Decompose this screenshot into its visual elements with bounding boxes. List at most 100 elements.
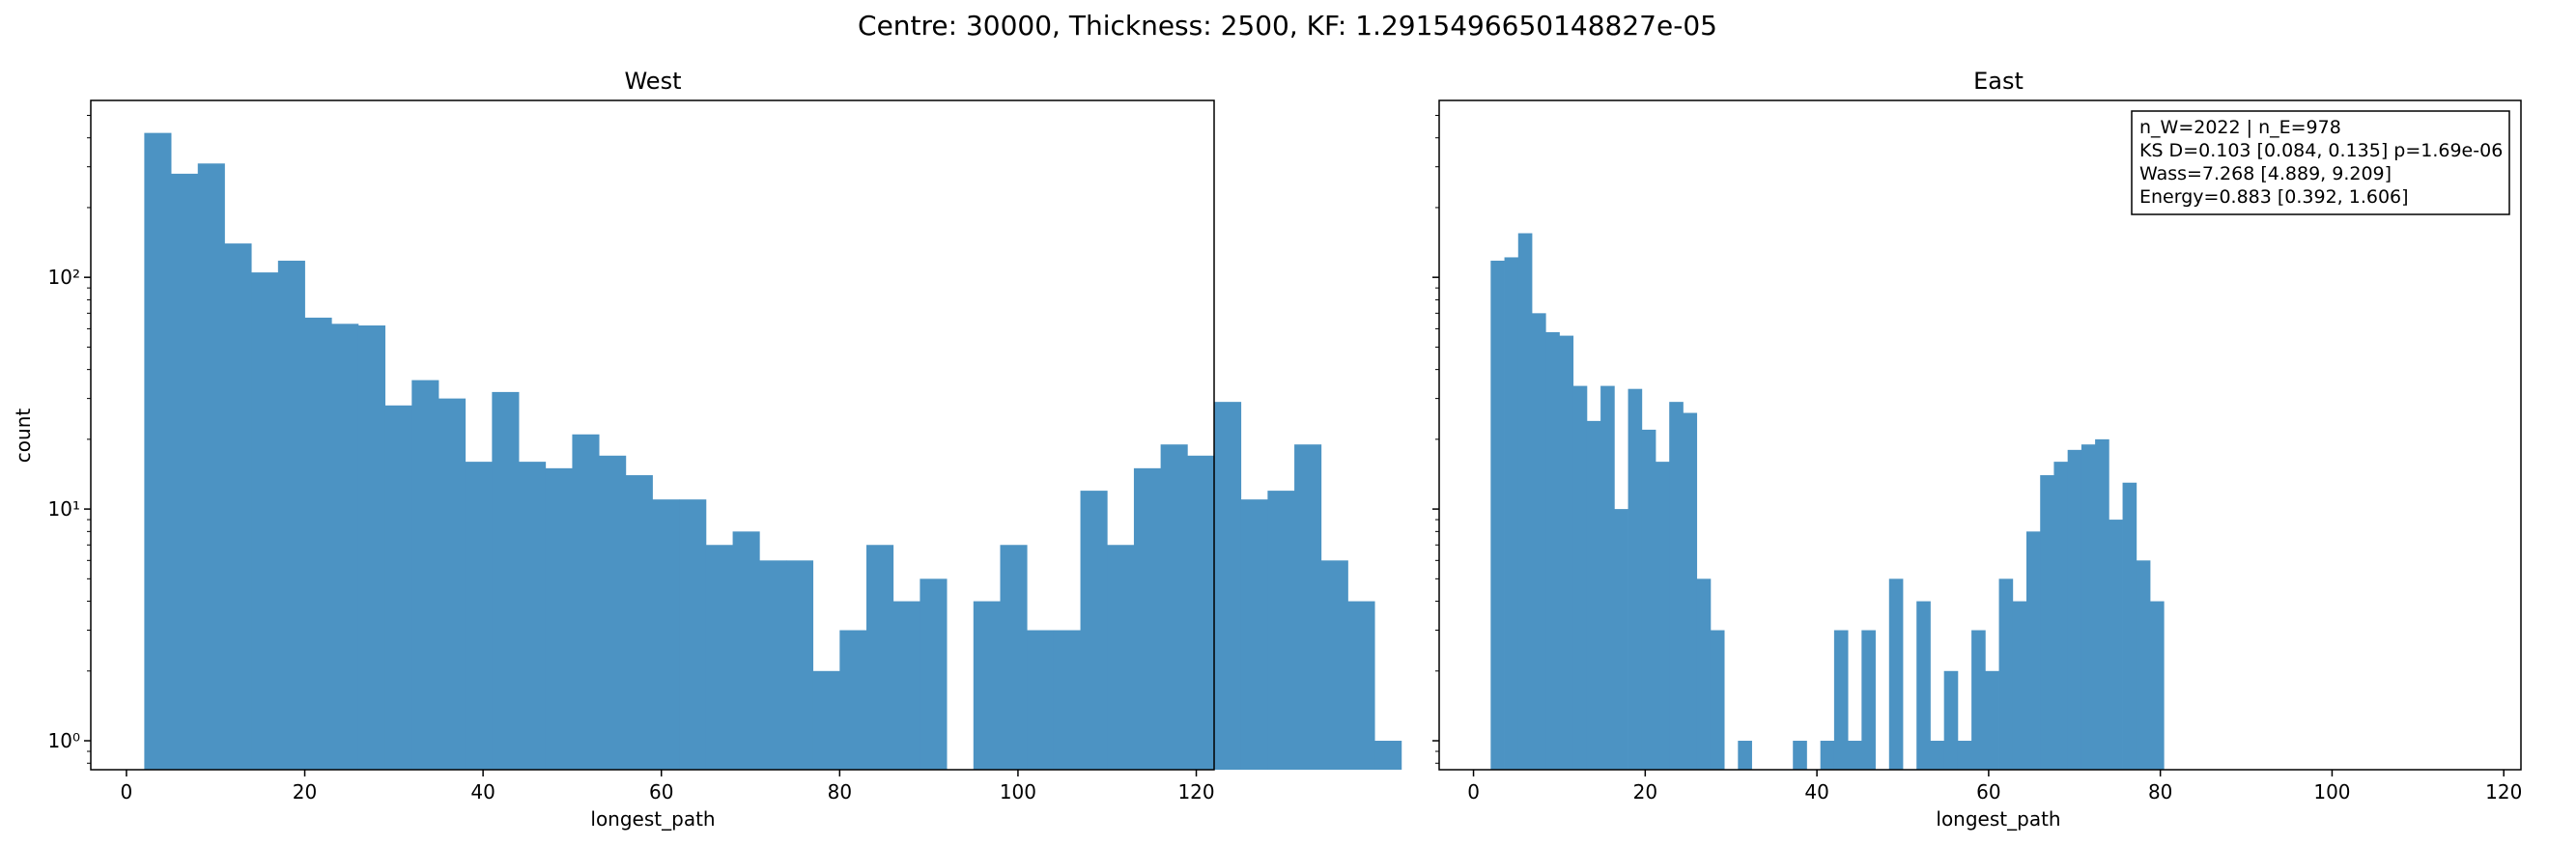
west-xtick-label: 120	[1177, 780, 1214, 804]
west-bar	[1027, 630, 1055, 770]
west-bar	[304, 317, 332, 770]
east-xtick-label: 120	[2485, 780, 2522, 804]
east-bar	[1517, 233, 1533, 770]
east-bar	[2122, 482, 2137, 770]
west-bar	[144, 132, 172, 770]
west-bar	[411, 380, 439, 770]
stats-annotation-box	[2131, 110, 2510, 215]
east-bar	[1532, 313, 1546, 770]
west-xtick-label: 80	[828, 780, 852, 804]
east-bar	[1628, 388, 1643, 770]
stats-line-ks: KS D=0.103 [0.084, 0.135] p=1.69e-06	[2139, 140, 2503, 161]
east-bar	[1833, 630, 1849, 770]
west-bar	[331, 324, 359, 770]
west-xtick-label: 40	[470, 780, 495, 804]
west-axes-frame	[90, 99, 1215, 771]
west-bar	[759, 560, 787, 770]
west-bar	[1320, 560, 1348, 770]
west-bar	[705, 545, 733, 770]
west-xtick-label: 0	[121, 780, 133, 804]
west-bar	[652, 499, 680, 770]
east-bar	[2109, 520, 2123, 770]
east-axes-frame	[1438, 99, 2522, 771]
east-bar	[2081, 444, 2096, 770]
west-bar	[251, 272, 279, 771]
east-bar	[1916, 601, 1931, 770]
west-bar	[599, 455, 627, 770]
west-xtick-label: 60	[649, 780, 673, 804]
east-bar	[1572, 385, 1588, 770]
east-bars	[1490, 233, 2165, 770]
east-bar	[1504, 257, 1519, 770]
west-bar	[866, 545, 894, 770]
east-bar	[1490, 260, 1505, 770]
stats-line-energy: Energy=0.883 [0.392, 1.606]	[2139, 186, 2409, 208]
west-bar	[812, 670, 840, 770]
east-bar	[1545, 331, 1560, 770]
west-bar	[357, 324, 385, 770]
west-bar	[465, 462, 493, 770]
west-bar	[438, 398, 467, 770]
west-bar	[519, 462, 547, 770]
west-bar	[1187, 455, 1215, 770]
east-xtick-label: 60	[1976, 780, 2000, 804]
east-bar	[1559, 335, 1574, 770]
east-bar	[1971, 630, 1986, 770]
west-bar	[1347, 601, 1375, 770]
west-ticks: 0 20 40 60 80 100 120 10⁰ 10¹ 10²	[48, 114, 1215, 804]
east-bar	[1710, 630, 1725, 770]
west-xtick-label: 100	[1000, 780, 1036, 804]
stats-line-wass: Wass=7.268 [4.889, 9.209]	[2139, 163, 2392, 184]
west-bar	[492, 391, 520, 770]
west-bar	[277, 260, 305, 770]
west-xlabel: longest_path	[590, 807, 715, 831]
west-bar	[224, 243, 252, 771]
east-bar	[2026, 531, 2041, 770]
east-bar	[2040, 475, 2054, 770]
west-bar	[1160, 444, 1188, 770]
east-xtick-label: 40	[1804, 780, 1828, 804]
west-bar	[1240, 499, 1268, 770]
east-bar	[1614, 509, 1628, 770]
west-bar	[973, 601, 1001, 770]
east-xlabel: longest_path	[1936, 807, 2060, 831]
east-xtick-label: 100	[2313, 780, 2350, 804]
stats-line-counts: n_W=2022 | n_E=978	[2139, 117, 2341, 138]
east-bar	[1820, 741, 1835, 770]
east-bar	[2150, 601, 2165, 770]
east-bar	[1943, 670, 1959, 770]
west-panel: West 0 20 40 60 80 100 120 10⁰ 10¹ 10² longest_pa…	[12, 68, 1402, 831]
east-xtick-label: 0	[1467, 780, 1480, 804]
west-bar	[920, 578, 948, 770]
east-panel: East 0 20 40 60 80 100 120 longest_path n_W=20…	[1432, 68, 2522, 831]
east-bar	[2067, 449, 2082, 770]
east-bar	[1930, 741, 1945, 770]
west-bar	[732, 531, 760, 770]
east-xtick-label: 80	[2148, 780, 2172, 804]
west-bar	[1080, 491, 1108, 770]
west-bar	[197, 163, 225, 770]
west-bar	[892, 601, 920, 770]
west-bar	[1133, 467, 1162, 770]
east-bar	[2095, 438, 2109, 770]
east-bar	[2053, 462, 2069, 770]
east-bar	[1957, 741, 1972, 770]
west-bar	[1107, 545, 1135, 770]
west-bar	[1000, 545, 1028, 770]
west-ylabel: count	[12, 409, 35, 464]
west-bar	[785, 560, 814, 770]
east-bar	[1696, 578, 1712, 770]
west-bar	[384, 405, 412, 770]
east-bar	[1861, 630, 1876, 770]
east-ticks: 0 20 40 60 80 100 120	[1432, 114, 2522, 804]
east-bar	[2012, 601, 2027, 770]
east-bar	[1848, 741, 1862, 770]
east-bar	[1669, 402, 1684, 770]
west-bar	[572, 434, 600, 770]
east-bar	[1641, 429, 1656, 770]
stats-annotation: n_W=2022 | n_E=978 KS D=0.103 [0.084, 0.…	[2131, 110, 2510, 215]
west-bar	[171, 173, 199, 770]
east-bar	[1586, 420, 1601, 770]
west-bar	[545, 467, 573, 770]
west-bar	[1294, 444, 1322, 770]
